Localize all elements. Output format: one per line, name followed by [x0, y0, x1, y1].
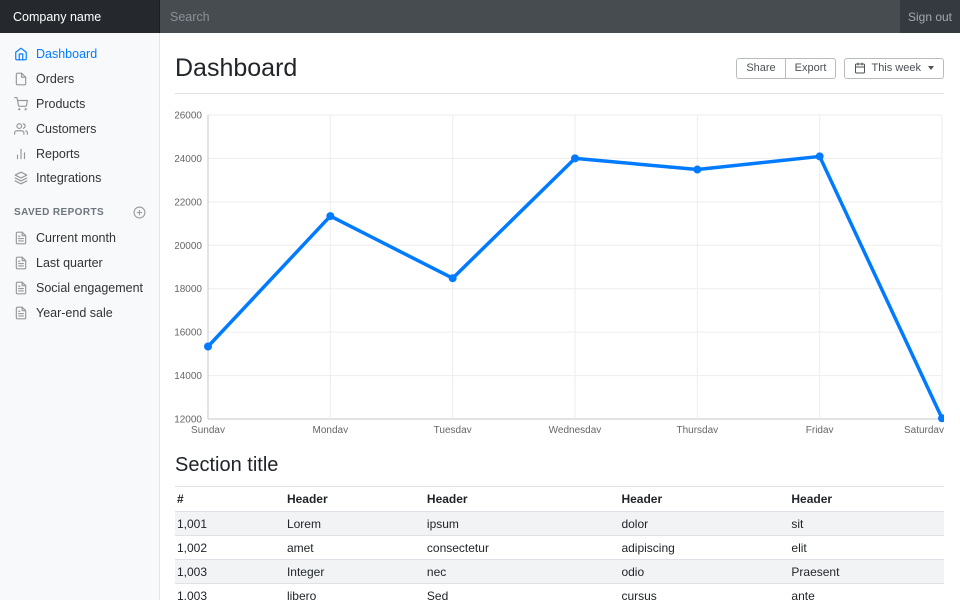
- sidebar-item-label: Dashboard: [36, 47, 98, 62]
- svg-text:Saturday: Saturday: [904, 425, 944, 433]
- page-header: Dashboard Share Export This week: [175, 45, 944, 94]
- sidebar-item-label: Social engagement: [36, 280, 144, 295]
- sidebar-item-last-quarter[interactable]: Last quarter: [0, 251, 160, 276]
- file-text-icon: [15, 281, 27, 295]
- sidebar-item-label: Current month: [36, 231, 116, 246]
- table-row: 1,003 Integer nec odio Praesent: [175, 559, 944, 584]
- svg-text:Thursday: Thursday: [676, 425, 718, 433]
- column-header: Header: [789, 486, 944, 512]
- svg-text:Tuesday: Tuesday: [434, 425, 472, 433]
- chevron-down-icon: [928, 66, 934, 70]
- sidebar: Dashboard Orders Products Customers Repo…: [0, 33, 160, 600]
- svg-text:26000: 26000: [175, 111, 202, 122]
- share-export-group: Share Export: [736, 57, 837, 79]
- home-icon: [15, 47, 27, 61]
- file-icon: [15, 72, 27, 86]
- svg-text:22000: 22000: [175, 197, 202, 208]
- share-button[interactable]: Share: [736, 57, 786, 79]
- plus-circle-icon[interactable]: [133, 206, 146, 219]
- toolbar: Share Export This week: [736, 57, 944, 79]
- svg-text:Sunday: Sunday: [191, 425, 225, 433]
- svg-text:24000: 24000: [175, 154, 202, 165]
- bar-chart-icon: [16, 148, 26, 159]
- shopping-cart-icon: [14, 96, 28, 111]
- svg-text:18000: 18000: [175, 284, 202, 295]
- sidebar-item-label: Reports: [36, 146, 80, 161]
- sidebar-item-label: Integrations: [36, 171, 102, 186]
- main-content: Dashboard Share Export This week 12000 14…: [160, 33, 960, 600]
- data-table: # Header Header Header Header 1,001 Lorem…: [175, 486, 944, 600]
- svg-text:14000: 14000: [175, 371, 202, 382]
- table-row: 1,002 amet consectetur adipiscing elit: [175, 535, 944, 560]
- table-header-row: # Header Header Header Header: [175, 486, 944, 512]
- chart-canvas: 12000 14000 16000 18000 20000 22000 24000 26000…: [175, 111, 944, 433]
- users-icon: [14, 122, 28, 135]
- column-header: Header: [619, 486, 790, 512]
- svg-text:20000: 20000: [175, 241, 202, 252]
- brand[interactable]: Company name: [0, 0, 160, 33]
- section-title: Section title: [175, 454, 279, 476]
- page-title: Dashboard: [175, 54, 298, 82]
- sidebar-item-label: Year-end sale: [36, 305, 113, 320]
- sidebar-item-products[interactable]: Products: [0, 92, 160, 117]
- sidebar-item-orders[interactable]: Orders: [0, 67, 160, 92]
- layers-icon: [14, 171, 28, 185]
- svg-text:12000: 12000: [175, 415, 202, 426]
- sidebar-item-label: Orders: [36, 72, 75, 87]
- export-button[interactable]: Export: [784, 57, 837, 79]
- sidebar-item-year-end-sale[interactable]: Year-end sale: [0, 300, 160, 325]
- sidebar-item-dashboard[interactable]: Dashboard: [0, 42, 160, 67]
- calendar-icon: [855, 62, 866, 74]
- sidebar-item-reports[interactable]: Reports: [0, 141, 160, 166]
- column-header: Header: [284, 486, 425, 512]
- svg-text:Friday: Friday: [806, 425, 834, 433]
- saved-reports-heading: Saved reports: [0, 206, 160, 219]
- column-header: Header: [424, 486, 620, 512]
- table-row: 1,001 Lorem ipsum dolor sit: [175, 511, 944, 536]
- sidebar-item-label: Products: [36, 96, 86, 111]
- table-row: 1,003 libero Sed cursus ante: [175, 583, 944, 600]
- svg-text:Monday: Monday: [313, 425, 349, 433]
- top-navbar: Company name Sign out: [0, 0, 960, 33]
- period-dropdown-button[interactable]: This week: [844, 57, 944, 79]
- file-text-icon: [15, 256, 27, 270]
- column-header: #: [175, 486, 285, 512]
- sidebar-item-customers[interactable]: Customers: [0, 116, 160, 141]
- weekly-line-chart: 12000 14000 16000 18000 20000 22000 24000 26000…: [175, 108, 944, 433]
- sidebar-item-label: Customers: [36, 121, 97, 136]
- svg-text:Wednesday: Wednesday: [549, 425, 602, 433]
- sidebar-item-label: Last quarter: [36, 255, 103, 270]
- sidebar-item-social-engagement[interactable]: Social engagement: [0, 275, 160, 300]
- sidebar-item-current-month[interactable]: Current month: [0, 226, 160, 251]
- sidebar-item-integrations[interactable]: Integrations: [0, 166, 160, 191]
- svg-text:16000: 16000: [175, 328, 202, 339]
- period-label: This week: [871, 61, 921, 74]
- sign-out-link[interactable]: Sign out: [907, 9, 953, 24]
- file-text-icon: [15, 306, 27, 319]
- search-input[interactable]: [160, 0, 900, 33]
- file-text-icon: [15, 231, 27, 245]
